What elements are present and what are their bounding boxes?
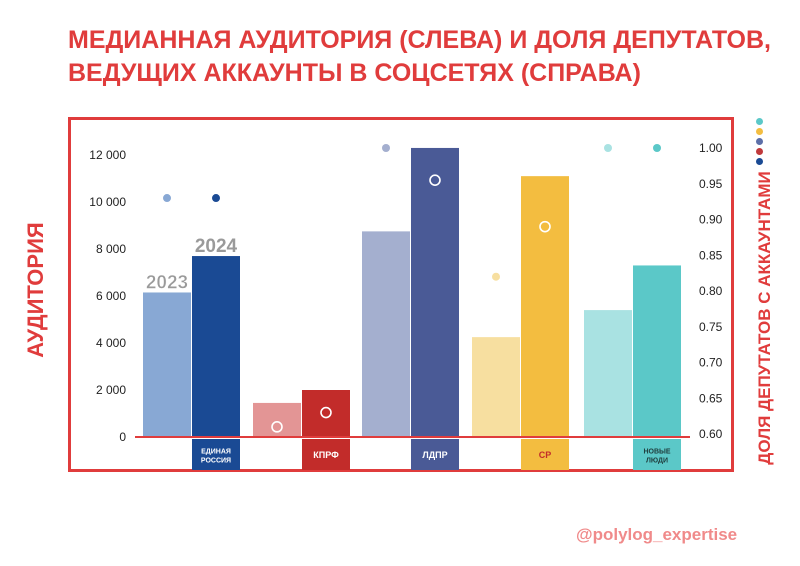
legend-dots	[756, 118, 764, 168]
chart-title: МЕДИАННАЯ АУДИТОРИЯ (СЛЕВА) И ДОЛЯ ДЕПУТ…	[68, 24, 771, 90]
bar-2024-2	[411, 147, 459, 437]
y2-tick-label: 0.60	[699, 427, 723, 441]
chart-frame	[68, 117, 734, 472]
y2-tick-label: 0.80	[699, 284, 723, 298]
bar-2023-4	[584, 310, 632, 437]
legend-dot-1	[756, 128, 763, 135]
year-label-2024: 2024	[195, 236, 238, 257]
bar-2024-0	[192, 256, 240, 437]
share-dot-2024-1	[320, 406, 332, 419]
bar-2024-1	[302, 390, 350, 437]
party-logo-text: ЛДПР	[422, 450, 447, 460]
legend-dot-3	[756, 148, 763, 155]
share-dot-2023-1	[271, 421, 283, 433]
share-dot-2023-3	[492, 272, 500, 281]
chart-title-line1: МЕДИАННАЯ АУДИТОРИЯ (СЛЕВА) И ДОЛЯ ДЕПУТ…	[68, 26, 771, 54]
y-tick-label: 2 000	[96, 383, 126, 397]
party-logo-text: СР	[539, 450, 552, 460]
chart-title-line2: ВЕДУЩИХ АККАУНТЫ В СОЦСЕТЯХ (СПРАВА)	[68, 59, 641, 87]
y-tick-label: 4 000	[96, 336, 126, 350]
share-dot-2023-4	[604, 144, 612, 152]
y-tick-label: 0	[119, 430, 126, 444]
watermark-handle: @polylog_expertise	[576, 525, 738, 544]
party-logo-text: ЕДИНАЯ	[201, 449, 231, 456]
party-logo-text: РОССИЯ	[201, 458, 231, 465]
legend-dot-0	[756, 118, 763, 125]
legend-dot-4	[756, 158, 763, 165]
share-dot-2024-4	[653, 144, 661, 152]
y-tick-label: 8 000	[96, 242, 126, 256]
y2-tick-label: 0.65	[699, 391, 723, 405]
share-dot-2024-3	[539, 220, 551, 233]
share-dot-2023-2	[382, 144, 390, 152]
party-logo-3	[521, 439, 569, 470]
party-logo-4	[633, 439, 681, 470]
legend-dot-2	[756, 138, 763, 145]
bar-2023-0	[143, 292, 191, 437]
share-dot-2023-0	[163, 194, 171, 203]
y2-tick-label: 0.95	[699, 177, 723, 191]
y-tick-label: 12 000	[89, 148, 126, 162]
y-tick-label: 10 000	[89, 195, 126, 209]
y2-tick-label: 0.85	[699, 248, 723, 262]
party-logo-text: ЛЮДИ	[646, 458, 668, 465]
party-logo-text: КПРФ	[313, 450, 339, 460]
party-logo-1	[302, 439, 350, 470]
party-logo-text: НОВЫЕ	[643, 449, 670, 456]
party-logo-0	[192, 439, 240, 470]
bar-2024-3	[521, 176, 569, 437]
y2-tick-label: 0.75	[699, 320, 723, 334]
share-dot-2024-0	[212, 194, 220, 203]
year-label-2023: 2023	[146, 272, 188, 293]
y2-tick-label: 0.70	[699, 356, 723, 370]
bar-2024-4	[633, 265, 681, 437]
y2-tick-label: 1.00	[699, 141, 723, 155]
party-logo-2	[411, 439, 459, 470]
y2-tick-label: 0.90	[699, 213, 723, 227]
share-dot-2024-2	[429, 174, 441, 186]
y-tick-label: 6 000	[96, 289, 126, 303]
bar-2023-3	[472, 337, 520, 437]
bar-2023-2	[362, 231, 410, 437]
